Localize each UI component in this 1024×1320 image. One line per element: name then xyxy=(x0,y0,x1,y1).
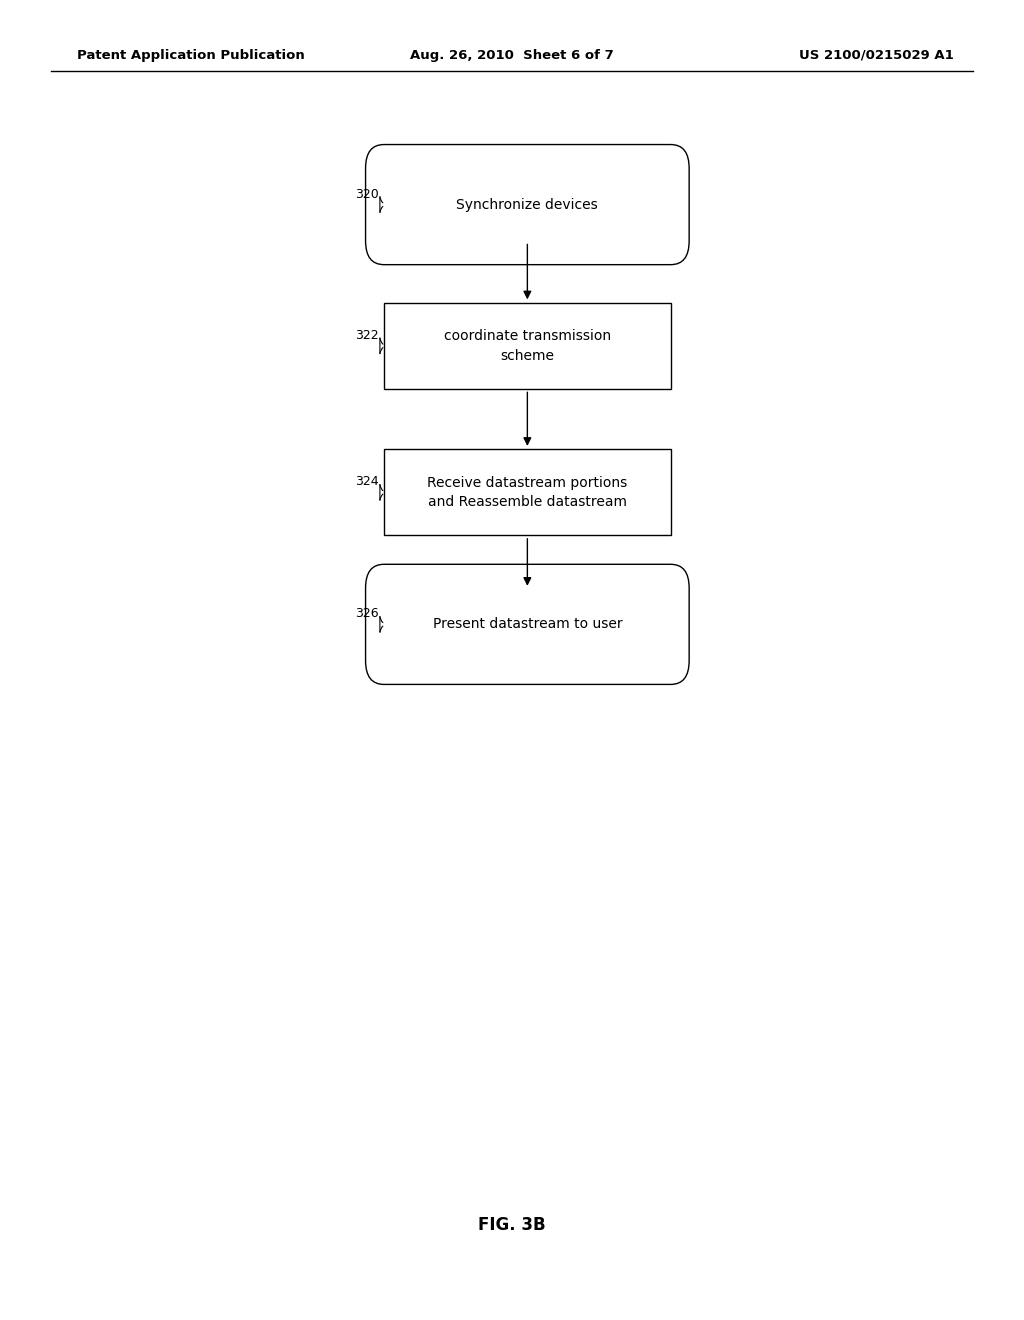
Text: 322: 322 xyxy=(355,329,379,342)
Text: FIG. 3B: FIG. 3B xyxy=(478,1216,546,1234)
Text: 326: 326 xyxy=(355,607,379,620)
Text: Synchronize devices: Synchronize devices xyxy=(457,198,598,211)
Text: 320: 320 xyxy=(355,187,379,201)
Text: Aug. 26, 2010  Sheet 6 of 7: Aug. 26, 2010 Sheet 6 of 7 xyxy=(410,49,613,62)
FancyBboxPatch shape xyxy=(366,565,689,685)
FancyBboxPatch shape xyxy=(384,449,671,536)
FancyBboxPatch shape xyxy=(366,144,689,264)
Text: US 2100/0215029 A1: US 2100/0215029 A1 xyxy=(799,49,953,62)
Text: coordinate transmission
scheme: coordinate transmission scheme xyxy=(443,329,611,363)
FancyBboxPatch shape xyxy=(384,304,671,388)
Text: 324: 324 xyxy=(355,475,379,488)
Text: Present datastream to user: Present datastream to user xyxy=(432,618,623,631)
Text: Receive datastream portions
and Reassemble datastream: Receive datastream portions and Reassemb… xyxy=(427,475,628,510)
Text: Patent Application Publication: Patent Application Publication xyxy=(77,49,304,62)
